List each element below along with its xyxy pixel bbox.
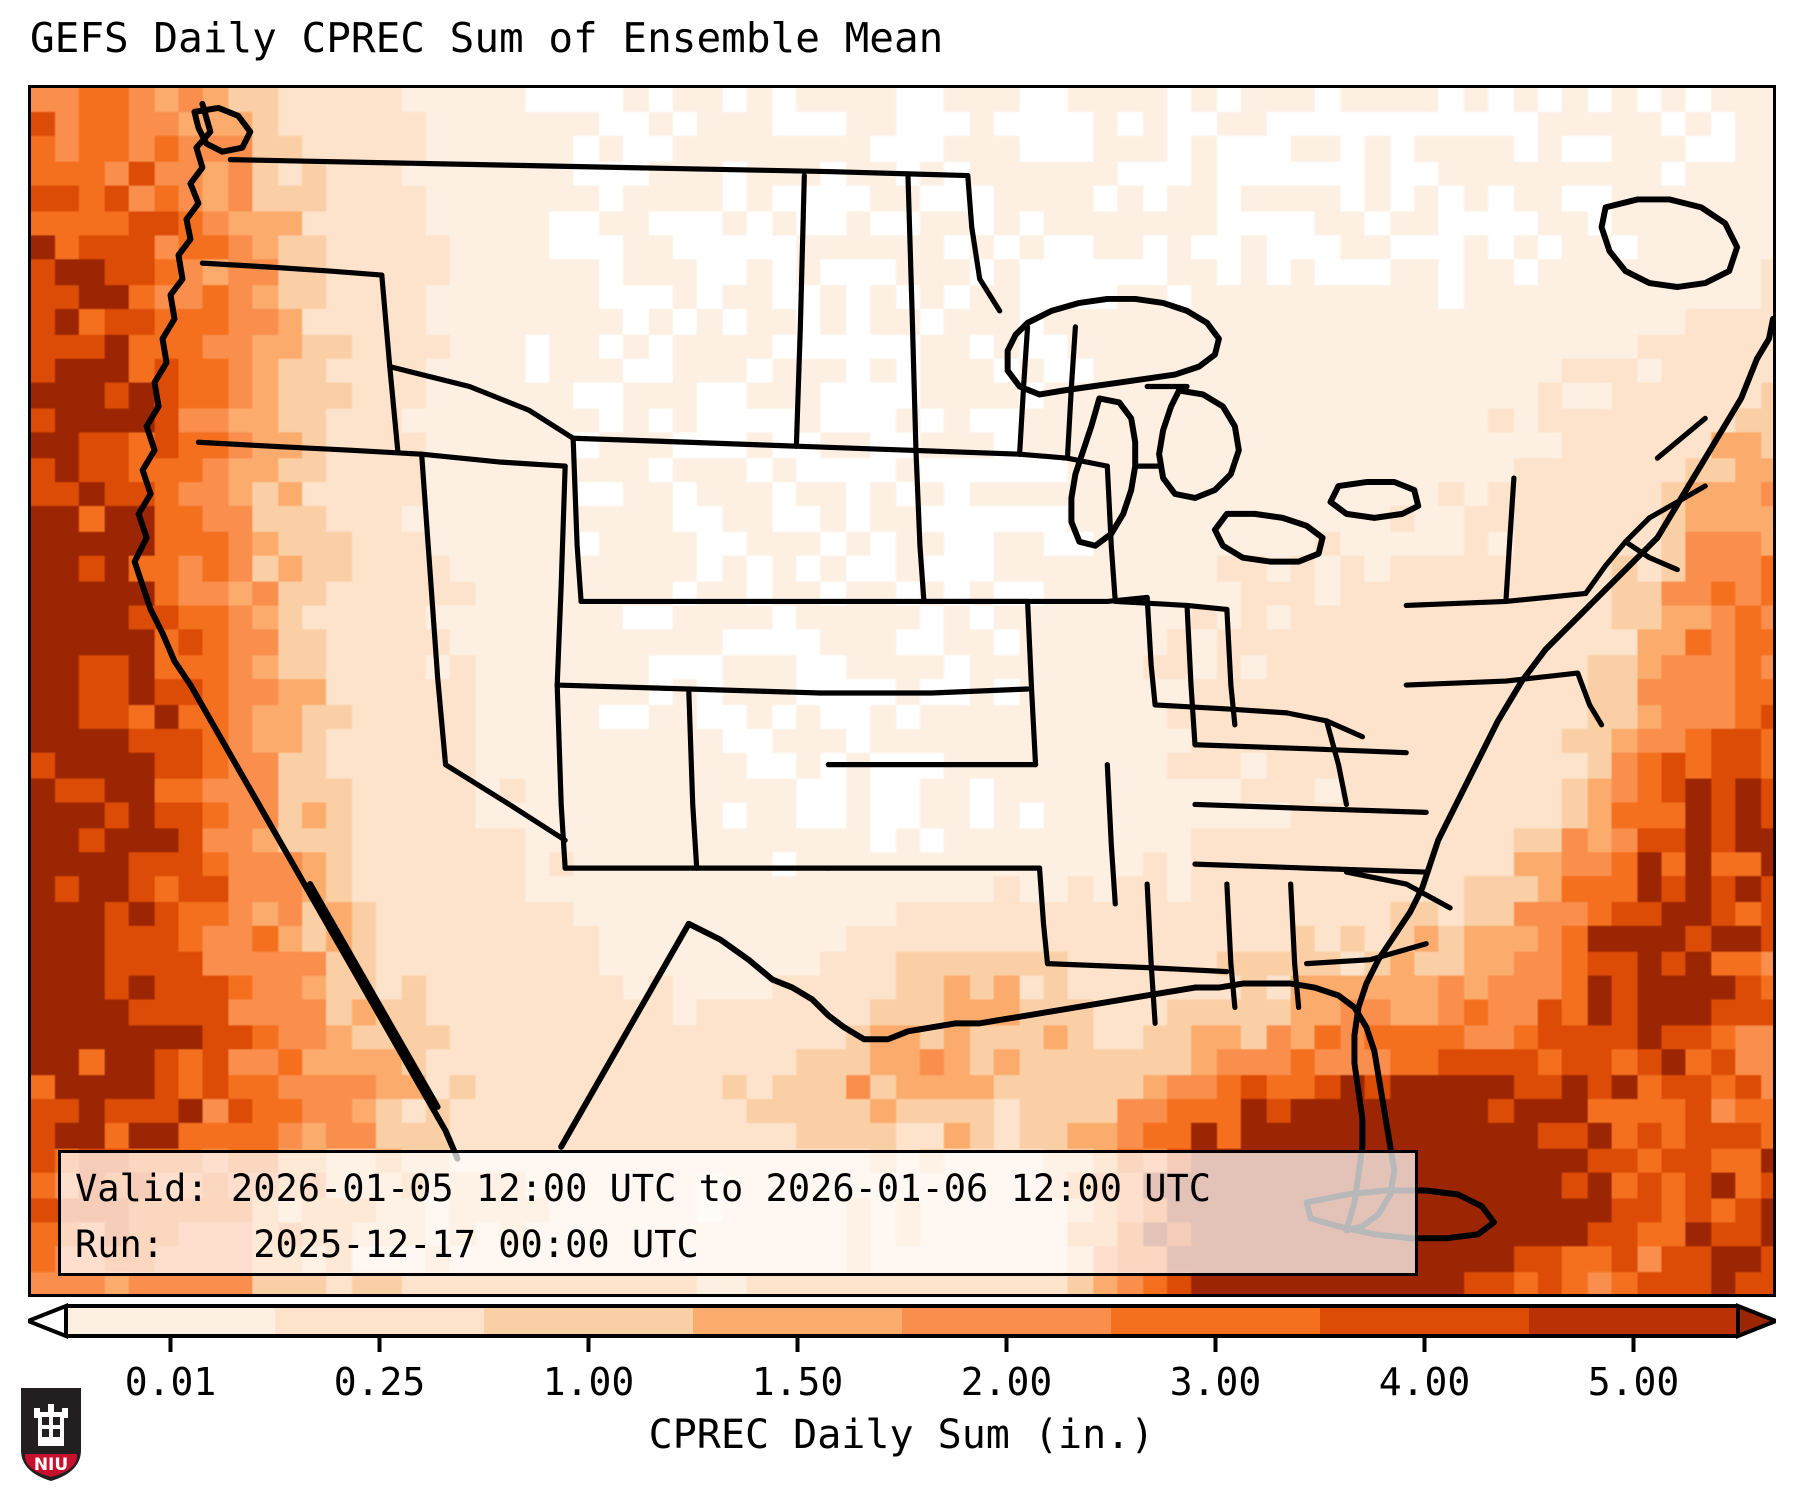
niu-logo: NIU	[21, 1388, 81, 1481]
map-panel[interactable]	[28, 85, 1776, 1297]
colorbar[interactable]	[28, 1300, 1776, 1360]
run-time-text: Run: 2025-12-17 00:00 UTC	[75, 1223, 699, 1266]
valid-time-text: Valid: 2026-01-05 12:00 UTC to 2026-01-0…	[75, 1167, 1212, 1210]
colorbar-tick-2: 1.00	[542, 1360, 635, 1404]
forecast-info-box: Valid: 2026-01-05 12:00 UTC to 2026-01-0…	[58, 1150, 1418, 1276]
colorbar-tick-0: 0.01	[124, 1360, 217, 1404]
colorbar-tick-1: 0.25	[333, 1360, 426, 1404]
colorbar-tick-7: 5.00	[1587, 1360, 1680, 1404]
page-title: GEFS Daily CPREC Sum of Ensemble Mean	[30, 14, 944, 62]
colorbar-tick-5: 3.00	[1169, 1360, 1262, 1404]
colorbar-gradient	[28, 1303, 1776, 1352]
colorbar-tick-3: 1.50	[751, 1360, 844, 1404]
niu-logo-text: NIU	[34, 1455, 68, 1475]
colorbar-tick-4: 2.00	[960, 1360, 1053, 1404]
map-boundaries-overlay	[131, 100, 1773, 1242]
colorbar-tick-6: 4.00	[1378, 1360, 1471, 1404]
colorbar-axis-label: CPREC Daily Sum (in.)	[648, 1412, 1155, 1458]
